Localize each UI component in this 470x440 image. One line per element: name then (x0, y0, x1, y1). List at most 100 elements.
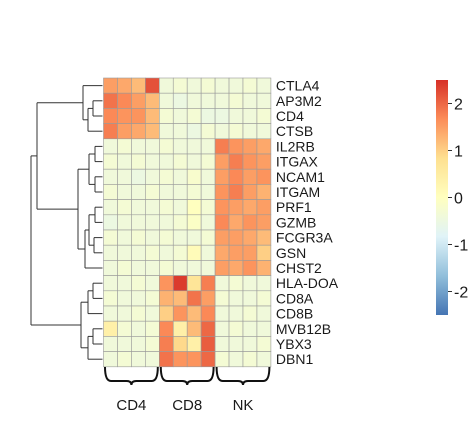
heatmap-cell (103, 123, 118, 140)
heatmap-cell (159, 260, 174, 276)
heatmap-cell (200, 214, 216, 231)
heatmap-cell (117, 168, 132, 185)
heatmap-cell (228, 108, 244, 124)
legend-tick-label: -2 (454, 285, 468, 302)
row-label: CHST2 (276, 260, 322, 276)
heatmap-cell (256, 275, 272, 292)
row-label: CTSB (276, 123, 313, 139)
heatmap-cell (256, 123, 272, 140)
heatmap-cell (159, 305, 174, 322)
heatmap-cell (131, 199, 146, 216)
heatmap-cell (214, 108, 230, 124)
legend-tick-label: 2 (454, 97, 463, 114)
heatmap-cell (228, 351, 244, 368)
heatmap-cell (131, 320, 146, 337)
heatmap-cell (256, 138, 272, 155)
heatmap-cell (200, 184, 216, 200)
row-label: CD4 (276, 108, 304, 124)
heatmap-cell (186, 336, 202, 352)
heatmap-cell (186, 92, 202, 109)
group-bracket (215, 366, 271, 386)
heatmap-cell (103, 77, 118, 94)
heatmap-cell (172, 153, 188, 170)
heatmap-cell (103, 168, 118, 185)
heatmap-cell (200, 320, 216, 337)
heatmap-cell (256, 77, 272, 94)
legend-ticks: 2 1 0 -1 -2 (448, 97, 468, 302)
heatmap-cell (186, 290, 202, 307)
legend-tick-label: 0 (454, 191, 463, 208)
heatmap-cell (131, 123, 146, 140)
heatmap-cell (131, 108, 146, 124)
heatmap-cell (186, 168, 202, 185)
group-label: CD4 (116, 397, 146, 414)
heatmap-cell (228, 275, 244, 292)
heatmap-cell (172, 168, 188, 185)
heatmap-cell (172, 92, 188, 109)
heatmap-cell (117, 138, 132, 155)
heatmap-cell (256, 336, 272, 352)
heatmap-cell (256, 214, 272, 231)
heatmap-cell (145, 305, 160, 322)
legend-color-bar (436, 80, 448, 315)
heatmap-cell (172, 108, 188, 124)
heatmap-cell (200, 123, 216, 140)
legend-tick-label: 1 (454, 144, 463, 161)
heatmap-cell (242, 184, 258, 200)
heatmap-cell (200, 199, 216, 216)
heatmap-cell (172, 184, 188, 200)
heatmap-cell (131, 138, 146, 155)
heatmap-cell (159, 214, 174, 231)
heatmap-cell (103, 229, 118, 246)
heatmap-cell (228, 260, 244, 276)
row-label: ITGAX (276, 154, 319, 170)
heatmap-cell (172, 77, 188, 94)
heatmap-cell (242, 92, 258, 109)
heatmap-cell (214, 123, 230, 140)
heatmap-cell (131, 260, 146, 276)
heatmap-cell (242, 138, 258, 155)
heatmap-cell (145, 260, 160, 276)
heatmap-cell (200, 168, 216, 185)
heatmap-cell (103, 260, 118, 276)
heatmap-cell (145, 138, 160, 155)
heatmap-cell (131, 214, 146, 231)
heatmap-cell (200, 92, 216, 109)
heatmap-cell (256, 351, 272, 368)
heatmap-cell (242, 229, 258, 246)
heatmap-cell (228, 168, 244, 185)
heatmap-cell (103, 138, 118, 155)
heatmap-cell (242, 199, 258, 216)
row-label: PRF1 (276, 199, 312, 215)
heatmap-cell (214, 168, 230, 185)
heatmap-cell (186, 214, 202, 231)
heatmap-cell (242, 244, 258, 261)
heatmap-cell (228, 214, 244, 231)
row-label: MVB12B (276, 321, 331, 337)
heatmap-cell (172, 244, 188, 261)
heatmap-cell (103, 336, 118, 352)
heatmap-cell (214, 351, 230, 368)
heatmap-cell (200, 108, 216, 124)
heatmap-cell (228, 123, 244, 140)
heatmap-cell (200, 260, 216, 276)
heatmap-cell (228, 336, 244, 352)
heatmap-cell (145, 123, 160, 140)
heatmap-cell (186, 184, 202, 200)
heatmap-cell (172, 305, 188, 322)
heatmap-cell (228, 153, 244, 170)
heatmap-cell (186, 229, 202, 246)
heatmap-cell (186, 244, 202, 261)
heatmap-cell (242, 153, 258, 170)
heatmap-cell (200, 138, 216, 155)
heatmap-cell (117, 77, 132, 94)
heatmap-cell (228, 290, 244, 307)
heatmap-cell (256, 229, 272, 246)
heatmap-cell (145, 184, 160, 200)
heatmap-cell (131, 229, 146, 246)
heatmap-cell (103, 214, 118, 231)
heatmap-cell (172, 138, 188, 155)
color-legend: 2 1 0 -1 -2 (436, 80, 468, 315)
heatmap-cell (131, 290, 146, 307)
heatmap-cell (145, 336, 160, 352)
